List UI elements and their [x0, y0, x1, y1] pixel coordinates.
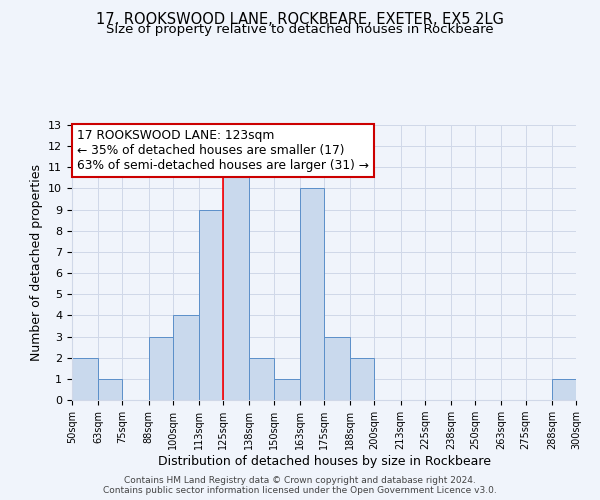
Bar	[552, 379, 576, 400]
Text: Size of property relative to detached houses in Rockbeare: Size of property relative to detached ho…	[106, 22, 494, 36]
Bar	[350, 358, 374, 400]
Bar	[223, 168, 250, 400]
Text: Contains HM Land Registry data © Crown copyright and database right 2024.
Contai: Contains HM Land Registry data © Crown c…	[103, 476, 497, 495]
Bar	[149, 336, 173, 400]
Y-axis label: Number of detached properties: Number of detached properties	[29, 164, 43, 361]
Bar	[250, 358, 274, 400]
Text: 17, ROOKSWOOD LANE, ROCKBEARE, EXETER, EX5 2LG: 17, ROOKSWOOD LANE, ROCKBEARE, EXETER, E…	[96, 12, 504, 28]
Text: 17 ROOKSWOOD LANE: 123sqm
← 35% of detached houses are smaller (17)
63% of semi-: 17 ROOKSWOOD LANE: 123sqm ← 35% of detac…	[77, 129, 369, 172]
Bar	[324, 336, 350, 400]
Bar	[274, 379, 300, 400]
X-axis label: Distribution of detached houses by size in Rockbeare: Distribution of detached houses by size …	[157, 455, 491, 468]
Bar	[300, 188, 324, 400]
Bar	[72, 358, 98, 400]
Bar	[199, 210, 223, 400]
Bar	[173, 316, 199, 400]
Bar	[98, 379, 122, 400]
